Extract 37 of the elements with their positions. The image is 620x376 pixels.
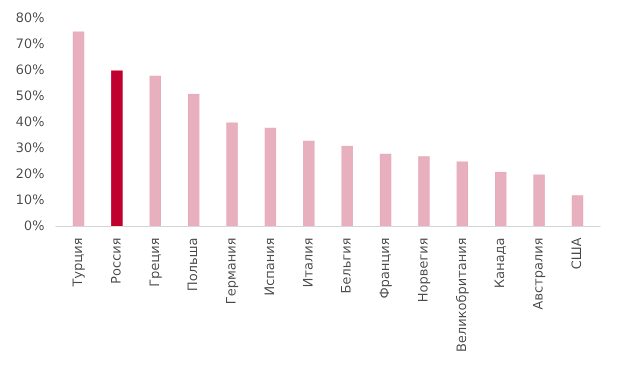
x-tick-label: Франция xyxy=(378,237,394,299)
x-tick-label: Великобритания xyxy=(454,237,470,352)
x-tick-label: США xyxy=(570,237,585,270)
bar xyxy=(72,32,84,226)
x-tick-label: Польша xyxy=(186,238,202,292)
bar xyxy=(226,122,238,226)
x-tick-label: Турция xyxy=(71,237,86,288)
y-tick-label: 20% xyxy=(16,167,45,182)
bar xyxy=(150,76,162,226)
bar xyxy=(572,195,584,226)
y-tick-label: 80% xyxy=(16,11,45,26)
y-tick-label: 50% xyxy=(16,89,45,104)
y-tick-label: 10% xyxy=(16,193,45,208)
x-tick-label: Бельгия xyxy=(340,237,355,294)
y-tick-label: 30% xyxy=(16,141,45,156)
y-tick-label: 0% xyxy=(24,219,44,234)
x-tick-label: Россия xyxy=(109,238,124,284)
bar xyxy=(264,128,276,226)
x-tick-label: Австралия xyxy=(532,237,547,310)
bar xyxy=(456,162,468,226)
bar xyxy=(380,154,392,226)
bar xyxy=(341,146,353,226)
y-tick-label: 70% xyxy=(16,37,45,52)
bar xyxy=(418,156,430,226)
x-tick-label: Канада xyxy=(493,237,508,288)
x-tick-label: Италия xyxy=(301,238,316,288)
y-tick-label: 60% xyxy=(16,63,45,78)
bar xyxy=(111,70,123,226)
x-tick-label: Испания xyxy=(262,237,278,296)
bar xyxy=(494,172,506,226)
y-tick-label: 40% xyxy=(16,115,45,130)
x-tick-label: Германия xyxy=(224,237,240,304)
bar xyxy=(303,140,315,226)
bar xyxy=(533,174,545,226)
bar xyxy=(188,94,200,226)
x-tick-label: Греция xyxy=(148,238,163,287)
x-tick-label: Норвегия xyxy=(416,237,432,302)
